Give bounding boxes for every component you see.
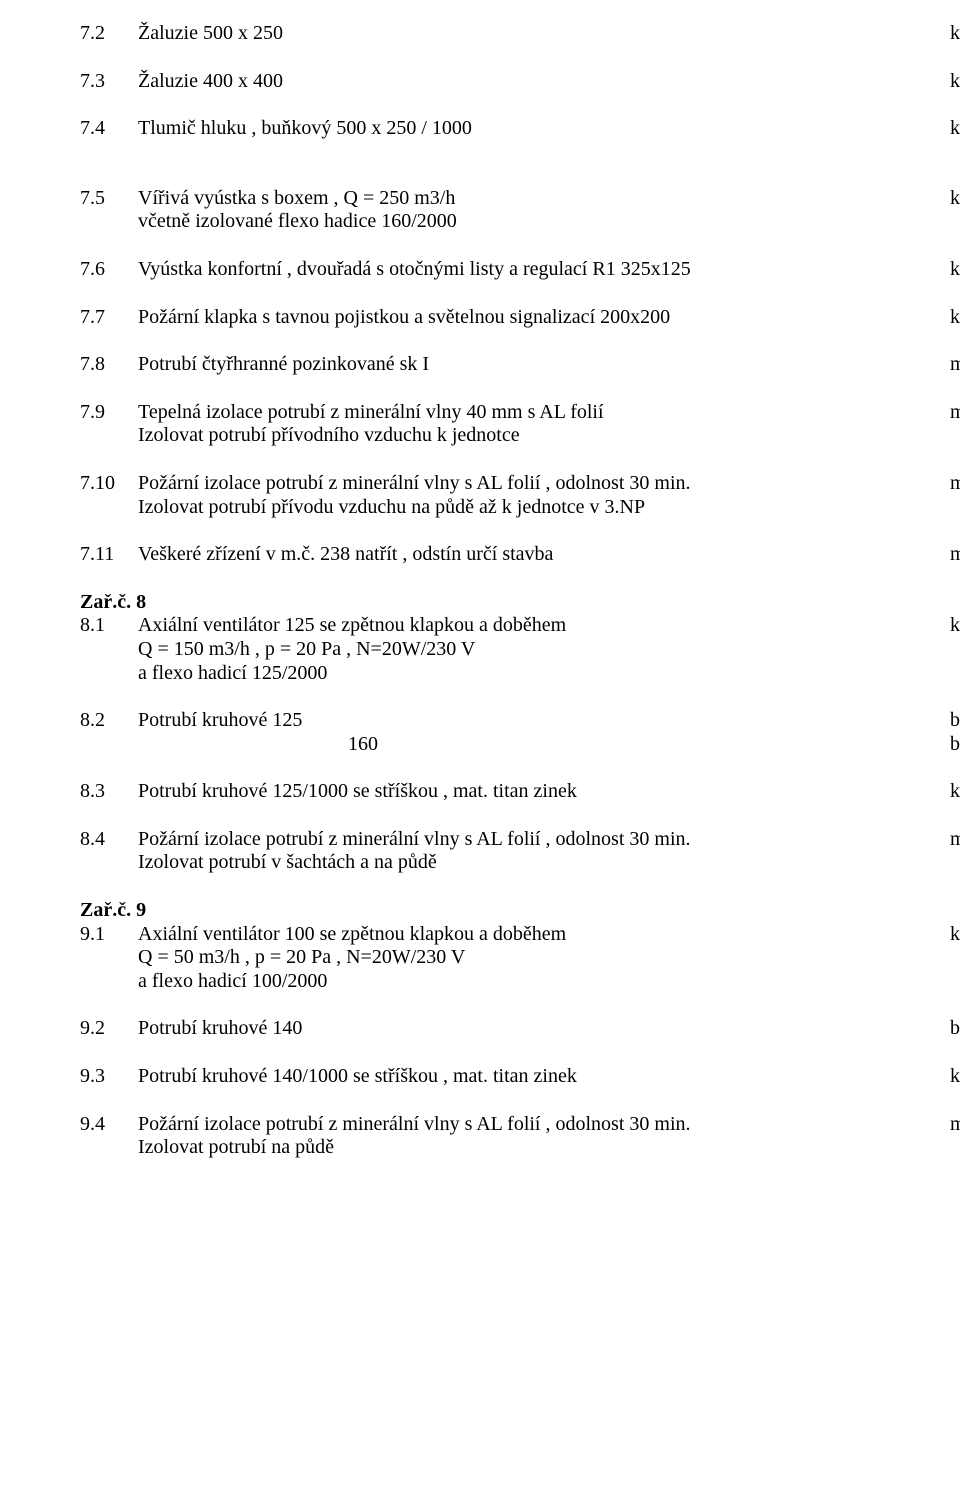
item-number: 7.3 — [80, 70, 138, 94]
item-sub-desc: 160 — [348, 733, 378, 757]
item-value: m2 12 — [950, 472, 960, 496]
item-desc-line2: Izolovat potrubí přívodního vzduchu k je… — [80, 424, 960, 448]
item-desc: Potrubí čtyřhranné pozinkované sk I — [138, 353, 950, 377]
item-value: ks 1 — [950, 306, 960, 330]
item-value: m2 15 — [950, 543, 960, 567]
item-number: 7.7 — [80, 306, 138, 330]
item-desc: Žaluzie 500 x 250 — [138, 22, 950, 46]
item-number: 7.6 — [80, 258, 138, 282]
item-row: 7.2 Žaluzie 500 x 250 ks 3 — [80, 22, 960, 46]
item-number: 9.2 — [80, 1017, 138, 1041]
item-number: 8.4 — [80, 828, 138, 852]
item-value: ks 1 — [950, 70, 960, 94]
section-heading-8: Zař.č. 8 — [80, 591, 960, 615]
item-desc-line3: a flexo hadicí 125/2000 — [80, 662, 960, 686]
item-subrow: 160 bm 8 — [80, 733, 960, 757]
item-desc: Vyústka konfortní , dvouřadá s otočnými … — [138, 258, 950, 282]
item-row: 8.2 Potrubí kruhové 125 bm 70 — [80, 709, 960, 733]
item-number: 9.4 — [80, 1113, 138, 1137]
item-number: 7.8 — [80, 353, 138, 377]
item-row: 7.9 Tepelná izolace potrubí z minerální … — [80, 401, 960, 425]
item-desc-line2: včetně izolované flexo hadice 160/2000 — [80, 210, 960, 234]
item-row: 7.6 Vyústka konfortní , dvouřadá s otočn… — [80, 258, 960, 282]
item-row: 8.4 Požární izolace potrubí z minerální … — [80, 828, 960, 852]
item-value: bm 70 — [950, 709, 960, 733]
item-sub-value: bm 8 — [950, 733, 960, 757]
item-row: 8.3 Potrubí kruhové 125/1000 se stříškou… — [80, 780, 960, 804]
item-desc: Požární izolace potrubí z minerální vlny… — [138, 828, 950, 852]
item-number: 7.11 — [80, 543, 138, 567]
item-number: 7.10 — [80, 472, 138, 496]
item-row: 9.3 Potrubí kruhové 140/1000 se stříškou… — [80, 1065, 960, 1089]
item-value: ks 20 — [950, 187, 960, 211]
item-row: 7.8 Potrubí čtyřhranné pozinkované sk I … — [80, 353, 960, 377]
item-number: 7.2 — [80, 22, 138, 46]
item-value: ks 16 — [950, 614, 960, 638]
item-number: 9.3 — [80, 1065, 138, 1089]
item-value: m2 150 — [950, 353, 960, 377]
item-row: 9.1 Axiální ventilátor 100 se zpětnou kl… — [80, 923, 960, 947]
item-value: ks 6 — [950, 258, 960, 282]
item-desc: Potrubí kruhové 140 — [138, 1017, 950, 1041]
item-desc: Tepelná izolace potrubí z minerální vlny… — [138, 401, 950, 425]
item-desc: Axiální ventilátor 100 se zpětnou klapko… — [138, 923, 950, 947]
item-value: ks 1 — [950, 1065, 960, 1089]
item-row: 8.1 Axiální ventilátor 125 se zpětnou kl… — [80, 614, 960, 638]
item-row: 7.7 Požární klapka s tavnou pojistkou a … — [80, 306, 960, 330]
item-row: 9.2 Potrubí kruhové 140 bm 18 — [80, 1017, 960, 1041]
item-desc-line2: Izolovat potrubí na půdě — [80, 1136, 960, 1160]
item-value: ks 8 — [950, 923, 960, 947]
item-value: bm 18 — [950, 1017, 960, 1041]
item-desc: Axiální ventilátor 125 se zpětnou klapko… — [138, 614, 950, 638]
item-number: 7.9 — [80, 401, 138, 425]
item-value: ks 5 — [950, 117, 960, 141]
item-desc: Žaluzie 400 x 400 — [138, 70, 950, 94]
item-number: 9.1 — [80, 923, 138, 947]
item-number: 7.4 — [80, 117, 138, 141]
item-desc: Požární izolace potrubí z minerální vlny… — [138, 1113, 950, 1137]
item-row: 7.3 Žaluzie 400 x 400 ks 1 — [80, 70, 960, 94]
item-desc-line3: a flexo hadicí 100/2000 — [80, 970, 960, 994]
section-heading-9: Zař.č. 9 — [80, 899, 960, 923]
item-desc-line2: Q = 50 m3/h , p = 20 Pa , N=20W/230 V — [80, 946, 960, 970]
item-number: 8.2 — [80, 709, 138, 733]
item-value: ks 3 — [950, 22, 960, 46]
item-value: m2 2 — [950, 1113, 960, 1137]
item-row: 7.10 Požární izolace potrubí z minerální… — [80, 472, 960, 496]
item-value: ks 8 — [950, 780, 960, 804]
item-desc: Potrubí kruhové 125/1000 se stříškou , m… — [138, 780, 950, 804]
item-row: 7.4 Tlumič hluku , buňkový 500 x 250 / 1… — [80, 117, 960, 141]
item-desc: Veškeré zřízení v m.č. 238 natřít , odst… — [138, 543, 950, 567]
item-desc-line2: Izolovat potrubí v šachtách a na půdě — [80, 851, 960, 875]
item-desc-line2: Izolovat potrubí přívodu vzduchu na půdě… — [80, 496, 960, 520]
item-row: 9.4 Požární izolace potrubí z minerální … — [80, 1113, 960, 1137]
item-desc-line2: Q = 150 m3/h , p = 20 Pa , N=20W/230 V — [80, 638, 960, 662]
item-desc: Požární izolace potrubí z minerální vlny… — [138, 472, 950, 496]
item-desc: Potrubí kruhové 125 — [138, 709, 950, 733]
item-desc: Tlumič hluku , buňkový 500 x 250 / 1000 — [138, 117, 950, 141]
item-row: 7.5 Vířivá vyústka s boxem , Q = 250 m3/… — [80, 187, 960, 211]
item-desc: Vířivá vyústka s boxem , Q = 250 m3/h — [138, 187, 950, 211]
item-number: 7.5 — [80, 187, 138, 211]
item-value: m2 20 — [950, 828, 960, 852]
item-desc: Požární klapka s tavnou pojistkou a svět… — [138, 306, 950, 330]
item-number: 8.3 — [80, 780, 138, 804]
item-desc: Potrubí kruhové 140/1000 se stříškou , m… — [138, 1065, 950, 1089]
item-row: 7.11 Veškeré zřízení v m.č. 238 natřít ,… — [80, 543, 960, 567]
item-number: 8.1 — [80, 614, 138, 638]
item-value: m2 12 — [950, 401, 960, 425]
